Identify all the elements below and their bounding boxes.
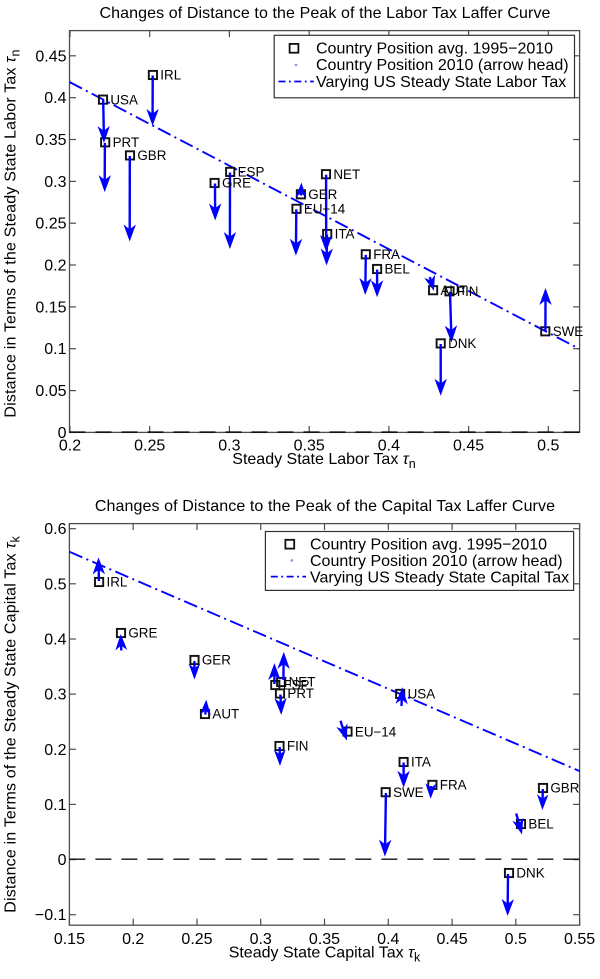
svg-text:GRE: GRE	[128, 626, 157, 641]
svg-text:USA: USA	[408, 687, 436, 702]
svg-text:0.05: 0.05	[35, 383, 66, 400]
svg-text:0.5: 0.5	[537, 438, 559, 455]
svg-text:0: 0	[58, 425, 67, 442]
svg-text:DNK: DNK	[448, 336, 476, 351]
svg-text:Country Position avg. 1995−201: Country Position avg. 1995−2010	[316, 41, 553, 58]
svg-text:0.15: 0.15	[35, 299, 66, 316]
svg-text:ITA: ITA	[335, 227, 355, 242]
svg-text:Country Position avg. 1995−201: Country Position avg. 1995−2010	[310, 537, 547, 554]
svg-text:0.3: 0.3	[44, 174, 66, 191]
svg-text:0.1: 0.1	[44, 341, 66, 358]
svg-text:0.45: 0.45	[437, 931, 468, 948]
svg-text:AUT: AUT	[212, 707, 239, 722]
svg-text:FRA: FRA	[373, 247, 400, 262]
svg-text:0.55: 0.55	[564, 931, 595, 948]
svg-text:BEL: BEL	[385, 262, 410, 277]
svg-text:0.2: 0.2	[44, 742, 66, 759]
svg-text:EU−14: EU−14	[355, 724, 397, 739]
svg-text:ITA: ITA	[411, 755, 431, 770]
svg-text:BEL: BEL	[528, 817, 553, 832]
svg-text:GBR: GBR	[550, 781, 579, 796]
svg-text:0.4: 0.4	[44, 632, 66, 649]
svg-text:0.25: 0.25	[35, 216, 66, 233]
svg-text:0.2: 0.2	[44, 258, 66, 275]
svg-text:0.5: 0.5	[505, 931, 527, 948]
svg-text:0.2: 0.2	[122, 931, 144, 948]
svg-text:GER: GER	[202, 653, 231, 668]
svg-text:0.3: 0.3	[44, 687, 66, 704]
svg-text:Country Position 2010 (arrow h: Country Position 2010 (arrow head)	[310, 553, 563, 570]
svg-text:0.35: 0.35	[35, 132, 66, 149]
svg-text:NET: NET	[333, 167, 360, 182]
svg-text:PRT: PRT	[287, 686, 314, 701]
svg-text:IRL: IRL	[160, 68, 181, 83]
svg-text:0.25: 0.25	[181, 931, 212, 948]
svg-text:−0.1: −0.1	[35, 907, 67, 924]
svg-text:Varying US Steady State Labor: Varying US Steady State Labor Tax	[316, 74, 566, 91]
svg-text:Varying US Steady State Capita: Varying US Steady State Capital Tax	[310, 570, 569, 587]
svg-text:GBR: GBR	[137, 148, 166, 163]
svg-text:IRL: IRL	[107, 575, 128, 590]
svg-text:Country Position 2010 (arrow h: Country Position 2010 (arrow head)	[316, 57, 569, 74]
svg-text:SWE: SWE	[393, 785, 424, 800]
svg-text:0.1: 0.1	[44, 797, 66, 814]
svg-text:Changes of Distance to the Pea: Changes of Distance to the Peak of the L…	[99, 5, 550, 22]
svg-text:0.15: 0.15	[54, 931, 85, 948]
svg-text:SWE: SWE	[553, 324, 584, 339]
svg-text:0.6: 0.6	[44, 521, 66, 538]
svg-text:0.5: 0.5	[44, 576, 66, 593]
svg-text:FIN: FIN	[287, 739, 309, 754]
svg-text:Changes of Distance to the Pea: Changes of Distance to the Peak of the C…	[95, 498, 555, 515]
svg-text:GRE: GRE	[222, 176, 251, 191]
svg-text:FRA: FRA	[440, 778, 467, 793]
svg-text:EU−14: EU−14	[304, 202, 346, 217]
svg-text:0.45: 0.45	[453, 438, 484, 455]
svg-text:0.4: 0.4	[44, 90, 66, 107]
svg-text:FIN: FIN	[457, 284, 479, 299]
svg-text:PRT: PRT	[113, 135, 140, 150]
svg-text:0.45: 0.45	[35, 48, 66, 65]
svg-text:GER: GER	[308, 187, 337, 202]
svg-text:0.25: 0.25	[134, 438, 165, 455]
svg-text:0: 0	[58, 852, 67, 869]
svg-text:DNK: DNK	[516, 866, 544, 881]
svg-text:USA: USA	[110, 92, 138, 107]
